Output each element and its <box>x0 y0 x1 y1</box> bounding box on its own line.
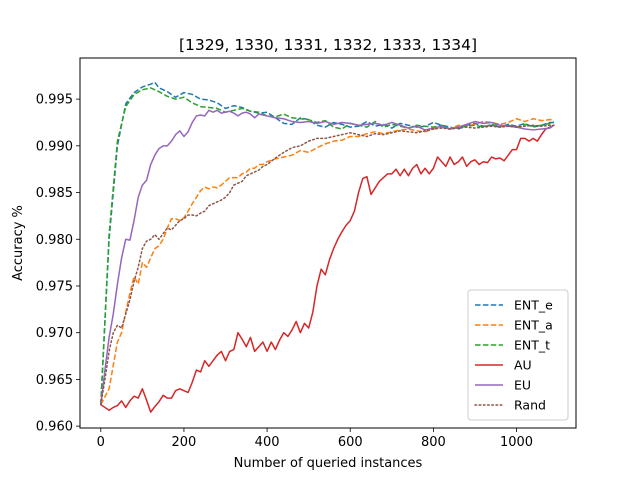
plot-frame <box>79 57 577 429</box>
chart-title: [1329, 1330, 1331, 1332, 1333, 1334] <box>179 36 477 54</box>
x-axis-label: Number of queried instances <box>234 456 423 471</box>
legend-label: AU <box>514 358 532 373</box>
legend-label: ENT_a <box>514 318 553 333</box>
legend: ENT_e ENT_a ENT_t AU EU Rand <box>467 289 569 421</box>
x-tick-label: 200 <box>172 435 197 450</box>
series-line-ent-e <box>100 81 554 405</box>
x-tick-label: 800 <box>421 435 446 450</box>
legend-label: EU <box>514 378 531 393</box>
series-line-au <box>100 124 555 413</box>
x-tick-label: 1000 <box>500 435 533 450</box>
y-axis-label: Accuracy % <box>11 205 26 281</box>
x-tick-label: 400 <box>255 435 280 450</box>
y-axis-ticks: 0.960 0.965 0.970 0.975 0.980 0.985 0.990 0.995 <box>36 93 80 435</box>
plot-lines <box>100 81 555 413</box>
y-tick-label: 0.975 <box>36 279 73 294</box>
legend-box <box>467 289 569 421</box>
legend-label: Rand <box>514 398 546 413</box>
y-tick-label: 0.965 <box>36 373 73 388</box>
y-tick-label: 0.985 <box>36 186 73 201</box>
y-tick-label: 0.995 <box>36 93 73 108</box>
y-tick-label: 0.980 <box>36 233 73 248</box>
y-tick-label: 0.990 <box>36 139 73 154</box>
y-tick-label: 0.960 <box>36 420 73 435</box>
series-line-ent-a <box>100 117 554 405</box>
x-tick-label: 600 <box>338 435 363 450</box>
legend-label: ENT_t <box>514 338 550 353</box>
legend-label: ENT_e <box>514 298 553 313</box>
y-tick-label: 0.970 <box>36 326 73 341</box>
series-line-rand <box>100 124 555 406</box>
x-axis-ticks: 0 200 400 600 800 1000 <box>97 428 533 450</box>
x-tick-label: 0 <box>97 435 105 450</box>
